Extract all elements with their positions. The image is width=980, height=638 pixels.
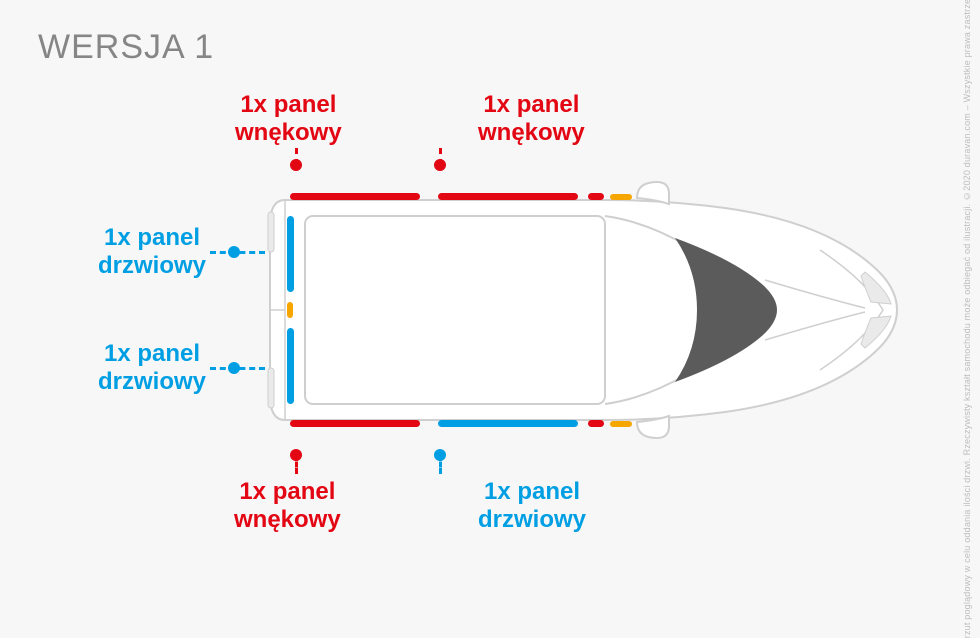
bar-yellow-bot — [610, 421, 632, 427]
label-top-right: 1x panel wnękowy — [478, 91, 585, 146]
bar-top-bar-2 — [438, 193, 578, 200]
bar-bot-bar-3 — [588, 420, 604, 427]
label-bot-left: 1x panel wnękowy — [234, 478, 341, 533]
bar-left-bar-1 — [287, 216, 294, 292]
bar-bot-bar-1 — [290, 420, 420, 427]
bar-yellow-left — [287, 302, 293, 318]
bar-bot-bar-2 — [438, 420, 578, 427]
car-illustration — [265, 180, 900, 445]
label-top-left: 1x panel wnękowy — [235, 91, 342, 146]
lead-line-left-lower-lead — [210, 367, 265, 370]
bar-left-bar-2 — [287, 328, 294, 404]
page-title: WERSJA 1 — [38, 28, 214, 67]
bar-top-bar-3 — [588, 193, 604, 200]
lead-line-top-left-lead — [295, 148, 298, 165]
copyright-note: rzut poglądowy w celu oddania ilości drz… — [962, 0, 972, 638]
lead-line-bot-left-lead — [295, 455, 298, 474]
label-bot-right: 1x panel drzwiowy — [478, 478, 586, 533]
bar-yellow-top — [610, 194, 632, 200]
label-left-upper: 1x panel drzwiowy — [98, 224, 206, 279]
lead-line-left-upper-lead — [210, 251, 265, 254]
lead-line-top-right-lead — [439, 148, 442, 165]
lead-line-bot-right-lead — [439, 455, 442, 474]
bar-top-bar-1 — [290, 193, 420, 200]
label-left-lower: 1x panel drzwiowy — [98, 340, 206, 395]
